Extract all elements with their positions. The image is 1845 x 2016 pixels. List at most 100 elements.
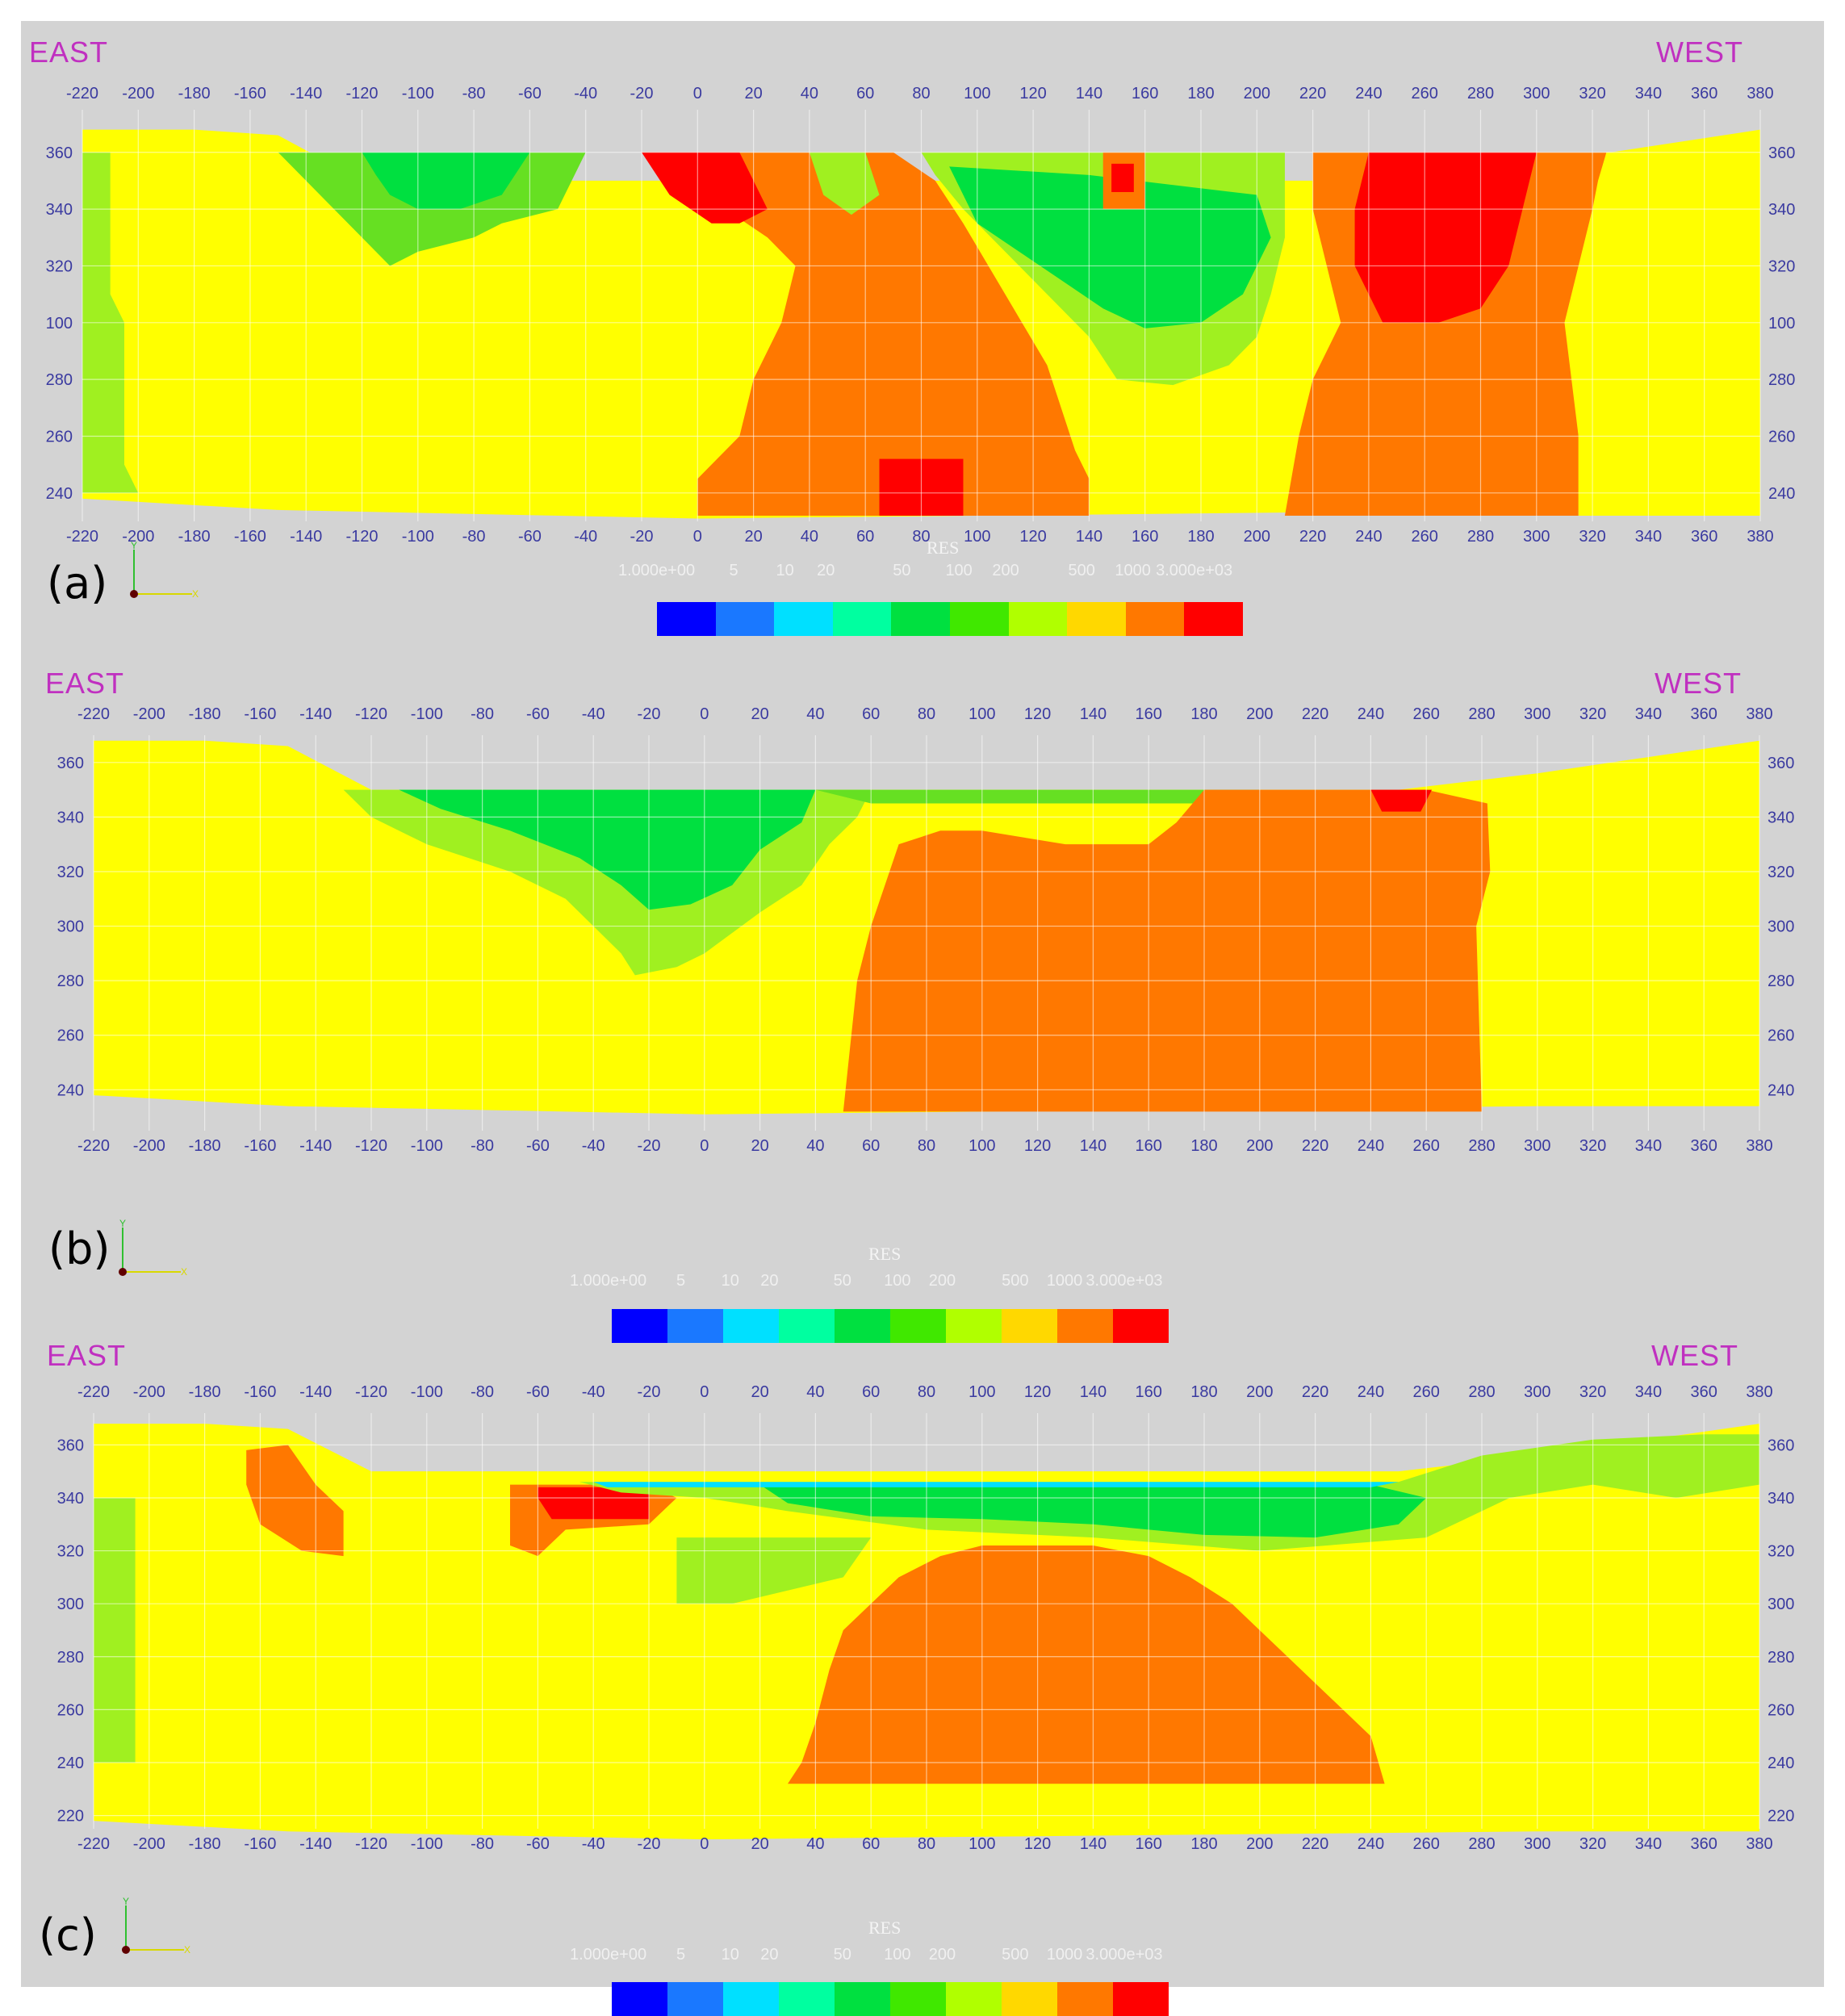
x-tick-label-top: -160 <box>244 705 276 723</box>
x-tick-label-bottom: 360 <box>1691 528 1717 546</box>
x-tick-label-top: 300 <box>1523 85 1550 102</box>
x-tick-label-bottom: 340 <box>1635 1137 1662 1155</box>
colorbar-swatch <box>723 1982 779 2016</box>
y-tick-label-left: 260 <box>57 1701 84 1719</box>
y-tick-label-right: 320 <box>1768 1543 1794 1561</box>
colorbar-swatch <box>667 1982 723 2016</box>
y-tick-label-right: 360 <box>1768 144 1795 162</box>
y-tick-label-left: 320 <box>57 1543 84 1561</box>
colorbar-tick-label: 5 <box>729 562 738 579</box>
x-tick-label-bottom: -100 <box>411 1835 443 1853</box>
resistivity-section-c: -220-220-200-200-180-180-160-160-140-140… <box>57 1383 1795 1853</box>
colorbar-tick-label: 50 <box>833 1946 851 1964</box>
x-tick-label-bottom: 380 <box>1746 1137 1772 1155</box>
x-tick-label-bottom: -160 <box>244 1835 276 1853</box>
x-tick-label-bottom: 380 <box>1746 1835 1772 1853</box>
x-tick-label-bottom: -100 <box>402 528 434 546</box>
x-tick-label-top: 220 <box>1302 705 1328 723</box>
x-tick-label-top: 40 <box>806 1383 824 1401</box>
x-tick-label-top: 20 <box>744 85 762 102</box>
x-tick-label-bottom: -140 <box>290 528 322 546</box>
east-label: EAST <box>29 36 109 69</box>
x-tick-label-top: 200 <box>1244 85 1270 102</box>
x-tick-label-top: 240 <box>1358 705 1384 723</box>
colorbar-tick-label: 100 <box>884 1272 911 1290</box>
colorbar-tick-label: 1000 <box>1115 562 1151 579</box>
west-label: WEST <box>1656 36 1743 69</box>
y-tick-label-left: 360 <box>57 1437 84 1454</box>
x-tick-label-top: 160 <box>1136 1383 1162 1401</box>
x-tick-label-top: -20 <box>638 705 661 723</box>
x-tick-label-bottom: -80 <box>462 528 486 546</box>
x-tick-label-bottom: -120 <box>355 1137 387 1155</box>
x-tick-label-bottom: 240 <box>1358 1835 1384 1853</box>
colorbar-tick-label: 50 <box>893 562 911 579</box>
x-tick-label-top: -220 <box>66 85 98 102</box>
y-tick-label-left: 260 <box>57 1027 84 1045</box>
x-tick-label-bottom: 20 <box>751 1835 768 1853</box>
x-tick-label-bottom: -60 <box>518 528 542 546</box>
x-tick-label-bottom: 60 <box>856 528 874 546</box>
y-tick-label-left: 320 <box>46 257 73 275</box>
x-tick-label-top: 120 <box>1024 1383 1051 1401</box>
x-tick-label-top: -60 <box>526 705 550 723</box>
x-tick-label-top: 340 <box>1635 1383 1662 1401</box>
y-tick-label-right: 240 <box>1768 1755 1794 1772</box>
x-tick-label-top: 200 <box>1246 1383 1273 1401</box>
x-tick-label-top: 260 <box>1413 1383 1440 1401</box>
resistivity-region <box>1354 152 1537 323</box>
colorbar-swatch <box>1057 1309 1113 1343</box>
x-tick-label-bottom: 300 <box>1524 1835 1550 1853</box>
x-tick-label-top: 360 <box>1691 705 1717 723</box>
x-tick-label-top: 240 <box>1355 85 1382 102</box>
y-tick-label-right: 340 <box>1768 809 1794 826</box>
resistivity-region <box>1570 146 1760 516</box>
resistivity-region <box>788 1545 1385 1784</box>
x-tick-label-top: -160 <box>244 1383 276 1401</box>
resistivity-region <box>1111 163 1134 192</box>
colorbar-tick-label: 100 <box>884 1946 911 1964</box>
x-tick-label-top: 40 <box>801 85 818 102</box>
x-tick-label-bottom: 280 <box>1468 1137 1495 1155</box>
x-tick-label-top: 40 <box>806 705 824 723</box>
east-label: EAST <box>45 667 125 700</box>
x-tick-label-top: -100 <box>402 85 434 102</box>
x-tick-label-top: 20 <box>751 705 768 723</box>
x-tick-label-top: -80 <box>462 85 486 102</box>
y-tick-label-left: 100 <box>46 315 73 333</box>
x-tick-label-top: 320 <box>1579 1383 1606 1401</box>
y-tick-label-right: 360 <box>1768 755 1794 772</box>
x-tick-label-bottom: 380 <box>1747 528 1773 546</box>
x-tick-label-bottom: -220 <box>66 528 98 546</box>
x-tick-label-top: 100 <box>969 705 995 723</box>
svg-text:Y: Y <box>131 540 137 551</box>
x-tick-label-top: 320 <box>1579 85 1605 102</box>
x-tick-label-bottom: 320 <box>1579 1835 1606 1853</box>
x-tick-label-bottom: -220 <box>77 1137 110 1155</box>
y-tick-label-left: 340 <box>46 201 73 219</box>
x-tick-label-bottom: -40 <box>582 1835 605 1853</box>
y-tick-label-left: 300 <box>57 918 84 936</box>
x-tick-label-bottom: 260 <box>1412 528 1438 546</box>
x-tick-label-top: 120 <box>1024 705 1051 723</box>
x-tick-label-bottom: 180 <box>1190 1835 1217 1853</box>
y-tick-label-right: 280 <box>1768 1649 1794 1667</box>
colorbar-swatch <box>723 1309 779 1343</box>
y-tick-label-left: 280 <box>46 371 73 389</box>
x-tick-label-bottom: -160 <box>244 1137 276 1155</box>
x-tick-label-top: -60 <box>518 85 542 102</box>
x-tick-label-top: 120 <box>1019 85 1046 102</box>
x-tick-label-top: -80 <box>471 705 494 723</box>
colorbar-swatch <box>1184 602 1243 636</box>
x-tick-label-bottom: 240 <box>1358 1137 1384 1155</box>
x-tick-label-bottom: 80 <box>918 1137 935 1155</box>
y-tick-label-left: 240 <box>57 1755 84 1772</box>
colorbar-tick-label: 1.000e+00 <box>618 562 696 579</box>
colorbar-swatch <box>1125 602 1185 636</box>
resistivity-region <box>94 1497 136 1763</box>
colorbar-title: RES <box>868 1244 902 1264</box>
x-tick-label-bottom: 160 <box>1132 528 1158 546</box>
colorbar-swatch <box>946 1309 1002 1343</box>
resistivity-region <box>399 789 816 910</box>
resistivity-region <box>949 166 1271 328</box>
